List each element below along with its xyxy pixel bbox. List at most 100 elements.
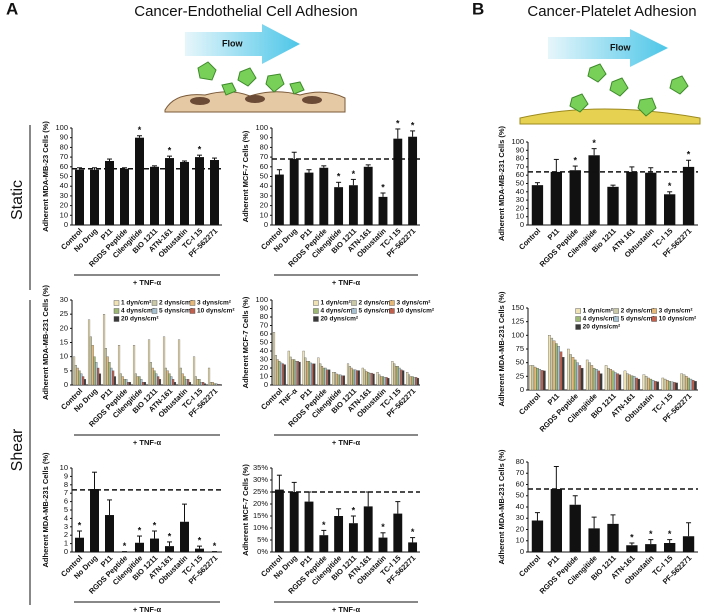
- bar: [642, 374, 646, 391]
- y-tick-label: 0: [520, 220, 524, 229]
- y-tick-label: 10: [260, 371, 268, 380]
- panel-letter: A: [6, 0, 18, 18]
- legend-label: 3 dyns/cm²: [396, 300, 431, 307]
- bar: [162, 336, 166, 386]
- y-tick-label: 10%: [253, 523, 268, 532]
- group-label: + TNF-α: [332, 438, 361, 447]
- bar: [334, 187, 344, 225]
- bar: [670, 381, 674, 391]
- y-tick-label: 100: [255, 123, 268, 132]
- bar: [304, 501, 314, 552]
- bar: [529, 365, 532, 391]
- bar: [170, 376, 173, 386]
- legend-swatch: [575, 316, 581, 322]
- bar: [585, 359, 589, 391]
- y-tick-label: 30: [516, 513, 524, 522]
- bar: [618, 374, 622, 391]
- bar: [411, 376, 414, 386]
- bar: [78, 370, 81, 386]
- y-tick-label: 60: [516, 170, 524, 179]
- bar: [611, 370, 615, 391]
- legend-label: 4 dyns/cm²: [121, 308, 156, 315]
- bar: [599, 373, 603, 391]
- y-tick-label: 10: [260, 210, 268, 219]
- legend-swatch: [651, 308, 657, 314]
- bar: [588, 528, 600, 552]
- bar: [691, 380, 695, 391]
- y-tick-label: 40: [260, 181, 268, 190]
- y-tick-label: 40: [516, 187, 524, 196]
- significance-marker: *: [381, 182, 385, 192]
- y-tick-label: 15%: [253, 511, 268, 520]
- bar: [173, 382, 177, 386]
- legend-swatch: [313, 308, 319, 314]
- y-tick-label: 60: [60, 162, 68, 171]
- bar: [552, 340, 556, 391]
- bar: [590, 365, 594, 391]
- bar: [283, 364, 286, 386]
- bar: [380, 376, 383, 386]
- bar: [172, 379, 175, 386]
- y-axis-label: Adherent MCF-7 Cells (%): [241, 130, 250, 222]
- significance-marker: *: [352, 169, 356, 179]
- bar: [398, 367, 401, 386]
- bar: [578, 365, 582, 391]
- bar: [313, 363, 316, 386]
- bar: [413, 377, 416, 386]
- bar: [588, 362, 591, 391]
- legend-label: 5 dyns/cm²: [358, 308, 393, 315]
- bar: [98, 373, 102, 386]
- bar: [383, 377, 386, 386]
- bar: [656, 381, 659, 391]
- legend-label: 5 dyns/cm²: [159, 308, 194, 315]
- bar: [192, 356, 196, 386]
- bar: [123, 379, 126, 386]
- legend-label: 20 dyns/cm²: [583, 324, 621, 331]
- bar: [155, 373, 158, 386]
- legend-label: 4 dyns/cm²: [583, 316, 618, 323]
- bar: [332, 372, 335, 386]
- significance-marker: *: [396, 118, 400, 128]
- legend-label: 1 dyn/cm²: [583, 308, 614, 315]
- y-tick-label: 0: [264, 380, 268, 389]
- bar: [543, 370, 546, 391]
- bar: [106, 356, 109, 386]
- y-tick-label: 90: [60, 133, 68, 142]
- bar: [333, 372, 337, 386]
- x-tick-label: Control: [517, 553, 542, 578]
- bar: [682, 374, 686, 391]
- bar: [339, 374, 342, 386]
- bar: [368, 372, 372, 386]
- bar: [651, 380, 655, 391]
- bar: [334, 516, 344, 552]
- y-tick-label: 20: [260, 363, 268, 372]
- legend-swatch: [313, 300, 319, 306]
- bar: [557, 346, 560, 391]
- bar: [110, 367, 113, 386]
- bar: [187, 379, 190, 386]
- bar: [647, 377, 650, 391]
- bar: [91, 345, 94, 386]
- bar: [165, 158, 174, 225]
- bar: [135, 137, 144, 225]
- bar: [165, 546, 174, 552]
- legend-label: 2 dyns/cm²: [621, 308, 656, 315]
- y-tick-label: 6: [64, 497, 68, 506]
- legend-swatch: [651, 316, 657, 322]
- flow-label: Flow: [222, 38, 243, 48]
- y-tick-label: 20: [260, 201, 268, 210]
- bar: [319, 535, 329, 552]
- bar: [149, 362, 152, 386]
- bar: [663, 378, 667, 391]
- significance-marker: *: [411, 120, 415, 130]
- bar: [357, 370, 360, 386]
- bar: [215, 383, 218, 386]
- legend-swatch: [151, 300, 158, 306]
- y-tick-label: 0%: [257, 547, 268, 556]
- bar: [588, 155, 600, 225]
- bar: [623, 370, 627, 391]
- bar: [181, 373, 184, 386]
- bar: [90, 169, 99, 225]
- bar: [531, 365, 535, 391]
